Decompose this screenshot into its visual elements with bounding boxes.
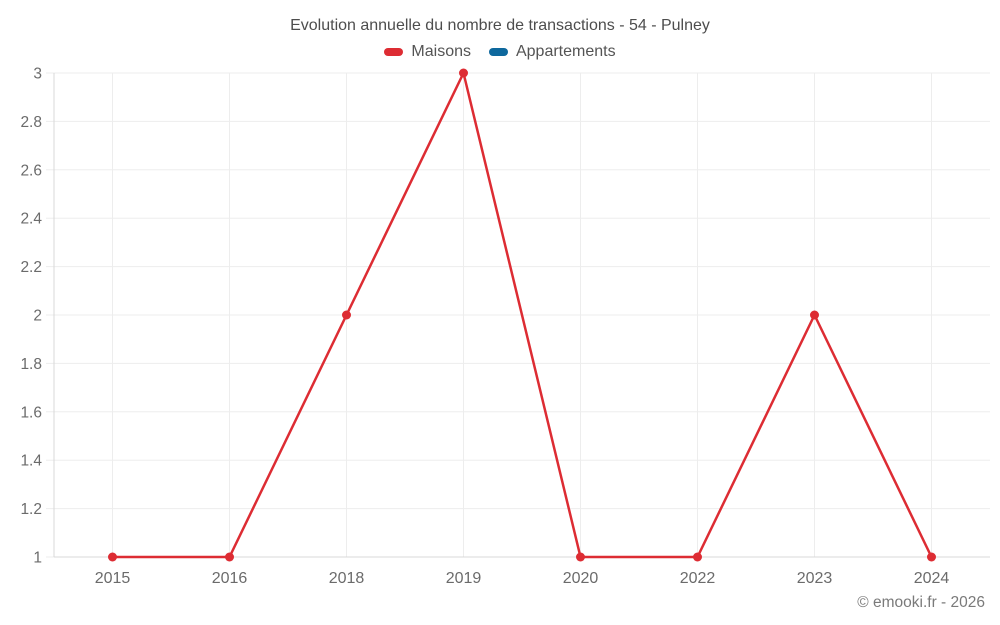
legend-swatch-maisons: [384, 48, 404, 56]
y-tick-label: 1.4: [20, 453, 42, 470]
data-point-maisons-2019[interactable]: [459, 68, 468, 78]
y-tick-label: 2.6: [20, 162, 42, 179]
chart-legend: Maisons Appartements: [0, 43, 1000, 61]
legend-swatch-appartements: [488, 48, 508, 56]
legend-label-appartements: Appartements: [515, 43, 616, 60]
gridlines: [46, 72, 990, 558]
data-point-maisons-2024[interactable]: [927, 552, 936, 562]
x-tick-label: 2020: [563, 570, 599, 587]
x-tick-label: 2018: [329, 570, 365, 587]
y-tick-label: 2: [33, 308, 42, 325]
x-tick-label: 2015: [95, 570, 131, 587]
x-tick-label: 2019: [446, 570, 482, 587]
series-maisons: [108, 68, 936, 562]
x-axis-labels: 2015 2016 2018 2019 2020 2022 2023 2024: [95, 570, 950, 587]
series-line-maisons: [111, 71, 933, 559]
x-tick-label: 2024: [914, 570, 950, 587]
y-tick-label: 1: [33, 550, 42, 567]
data-point-maisons-2018[interactable]: [342, 310, 351, 320]
y-tick-label: 3: [33, 66, 42, 83]
legend-label-maisons: Maisons: [411, 43, 471, 60]
copyright-footer: © emooki.fr - 2026: [857, 594, 985, 611]
y-axis-labels: 1 1.2 1.4 1.6 1.8 2 2.2 2.4 2.6 2.8 3: [20, 66, 42, 567]
chart-title: Evolution annuelle du nombre de transact…: [290, 17, 710, 34]
legend-item-maisons[interactable]: Maisons: [384, 43, 471, 61]
y-tick-label: 2.8: [20, 114, 42, 131]
y-tick-label: 1.8: [20, 356, 42, 373]
y-tick-label: 2.4: [20, 211, 42, 228]
data-point-maisons-2022[interactable]: [693, 552, 702, 562]
y-tick-label: 1.6: [20, 404, 42, 421]
x-tick-label: 2016: [212, 570, 248, 587]
legend-item-appartements[interactable]: Appartements: [488, 43, 616, 61]
data-point-maisons-2023[interactable]: [810, 310, 819, 320]
y-tick-label: 2.2: [20, 259, 42, 276]
x-tick-label: 2022: [680, 570, 716, 587]
data-point-maisons-2016[interactable]: [225, 552, 234, 562]
data-point-maisons-2015[interactable]: [108, 552, 117, 562]
data-point-maisons-2020[interactable]: [576, 552, 585, 562]
x-tick-label: 2023: [797, 570, 833, 587]
y-tick-label: 1.2: [20, 501, 42, 518]
